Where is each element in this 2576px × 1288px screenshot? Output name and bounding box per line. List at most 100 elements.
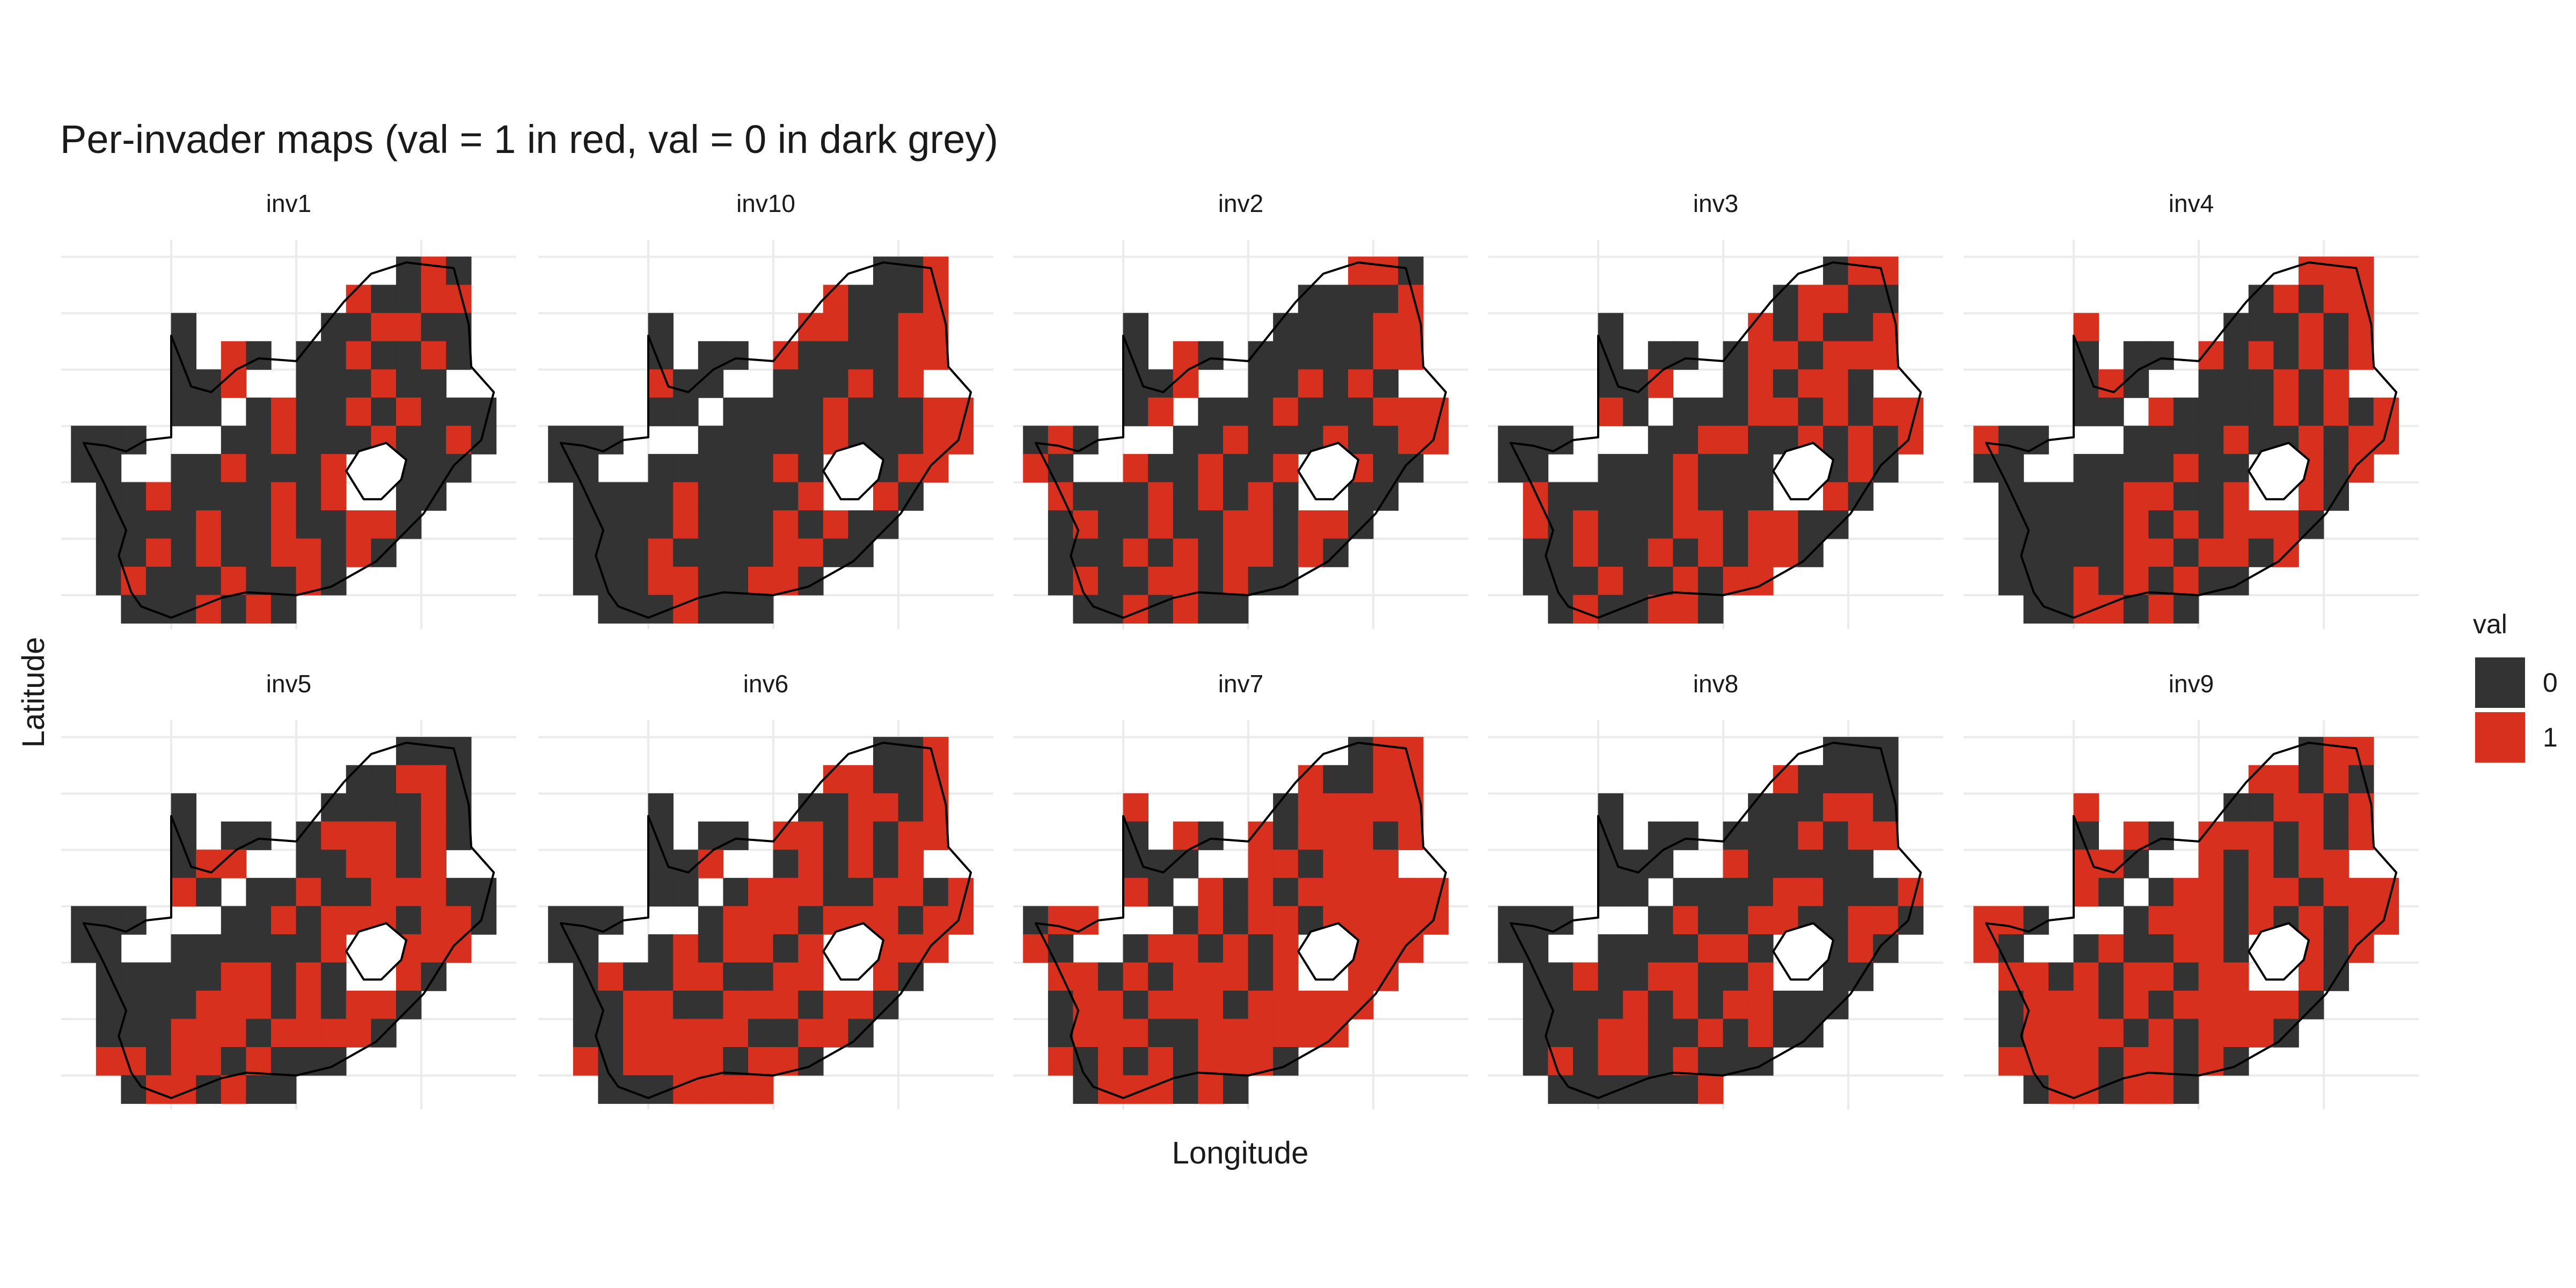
tile: [1723, 453, 1748, 483]
tile: [1873, 906, 1899, 935]
tile: [321, 341, 347, 370]
tile: [246, 341, 272, 370]
tile: [446, 341, 472, 370]
tile: [1697, 1047, 1724, 1076]
tile: [1148, 510, 1174, 539]
tile: [1048, 538, 1074, 567]
tile: [1673, 877, 1699, 907]
tile: [1373, 821, 1399, 851]
tile: [2173, 482, 2199, 511]
tile: [321, 453, 347, 483]
tile: [1773, 990, 1799, 1020]
tile: [1848, 341, 1874, 370]
tile: [1073, 538, 1099, 567]
tile: [1373, 284, 1399, 313]
tile: [1223, 397, 1249, 427]
tile: [2023, 567, 2049, 596]
tile: [1798, 765, 1824, 794]
tile: [421, 257, 447, 286]
tile: [221, 934, 247, 963]
tile: [1373, 397, 1399, 427]
tile: [1697, 397, 1724, 427]
tile: [1673, 426, 1699, 455]
lesotho-border: [1772, 442, 1834, 501]
legend-label: 0: [2543, 668, 2558, 698]
tile: [2098, 538, 2124, 567]
tile: [121, 906, 147, 935]
tile: [246, 934, 272, 963]
tile: [1823, 426, 1849, 455]
tile: [923, 906, 949, 935]
tile: [421, 369, 447, 398]
tile: [748, 510, 774, 539]
tile: [221, 341, 247, 370]
tile: [2173, 397, 2199, 427]
tile: [1198, 482, 1224, 511]
tile: [798, 821, 824, 851]
tile: [396, 850, 422, 879]
tile: [1598, 453, 1624, 483]
tile: [1348, 510, 1374, 539]
tile: [1823, 877, 1849, 907]
tile: [270, 906, 297, 935]
tile: [1998, 567, 2024, 596]
tile: [246, 990, 272, 1020]
tile: [1073, 1075, 1099, 1104]
tile: [2098, 453, 2124, 483]
tile: [1348, 877, 1374, 907]
tile: [196, 538, 222, 567]
tile: [1748, 877, 1774, 907]
tile: [1198, 341, 1224, 370]
tile: [598, 1075, 624, 1104]
tile: [1123, 453, 1149, 483]
tile: [71, 426, 97, 455]
tile: [221, 538, 247, 567]
tile: [1298, 284, 1324, 313]
tile: [823, 877, 849, 907]
tile: [573, 962, 599, 991]
tile: [321, 990, 347, 1020]
tile: [1248, 1019, 1274, 1048]
tile: [270, 1019, 297, 1048]
tile: [346, 1019, 372, 1048]
tile: [2073, 369, 2099, 398]
tile: [648, 510, 674, 539]
tile: [2073, 567, 2099, 596]
tile: [1273, 369, 1299, 398]
tile: [421, 850, 447, 879]
tile: [1848, 737, 1874, 766]
tile: [2098, 510, 2124, 539]
tile: [171, 934, 197, 963]
tile: [2348, 906, 2374, 935]
tile: [798, 369, 824, 398]
tile: [898, 850, 924, 879]
tile: [371, 850, 397, 879]
tile: [1873, 821, 1899, 851]
tile: [2073, 934, 2099, 963]
tile: [1998, 453, 2024, 483]
tile: [1298, 341, 1324, 370]
tile: [573, 538, 599, 567]
tile: [421, 877, 447, 907]
tile: [823, 793, 849, 822]
tile: [270, 538, 297, 567]
tile: [1998, 538, 2024, 567]
tile: [2323, 877, 2349, 907]
tile: [396, 765, 422, 794]
tile: [346, 538, 372, 567]
tile: [773, 510, 799, 539]
tile: [1248, 426, 1274, 455]
tile: [698, 453, 724, 483]
tile: [1173, 1019, 1199, 1048]
tile: [1648, 1047, 1674, 1076]
tile: [2223, 453, 2249, 483]
tile: [673, 990, 699, 1020]
tile: [1748, 934, 1774, 963]
tile: [1873, 341, 1899, 370]
tile: [270, 990, 297, 1020]
tile: [1273, 510, 1299, 539]
tile: [2298, 397, 2324, 427]
tile: [146, 510, 172, 539]
tile: [1173, 426, 1199, 455]
tile: [1998, 1047, 2024, 1076]
